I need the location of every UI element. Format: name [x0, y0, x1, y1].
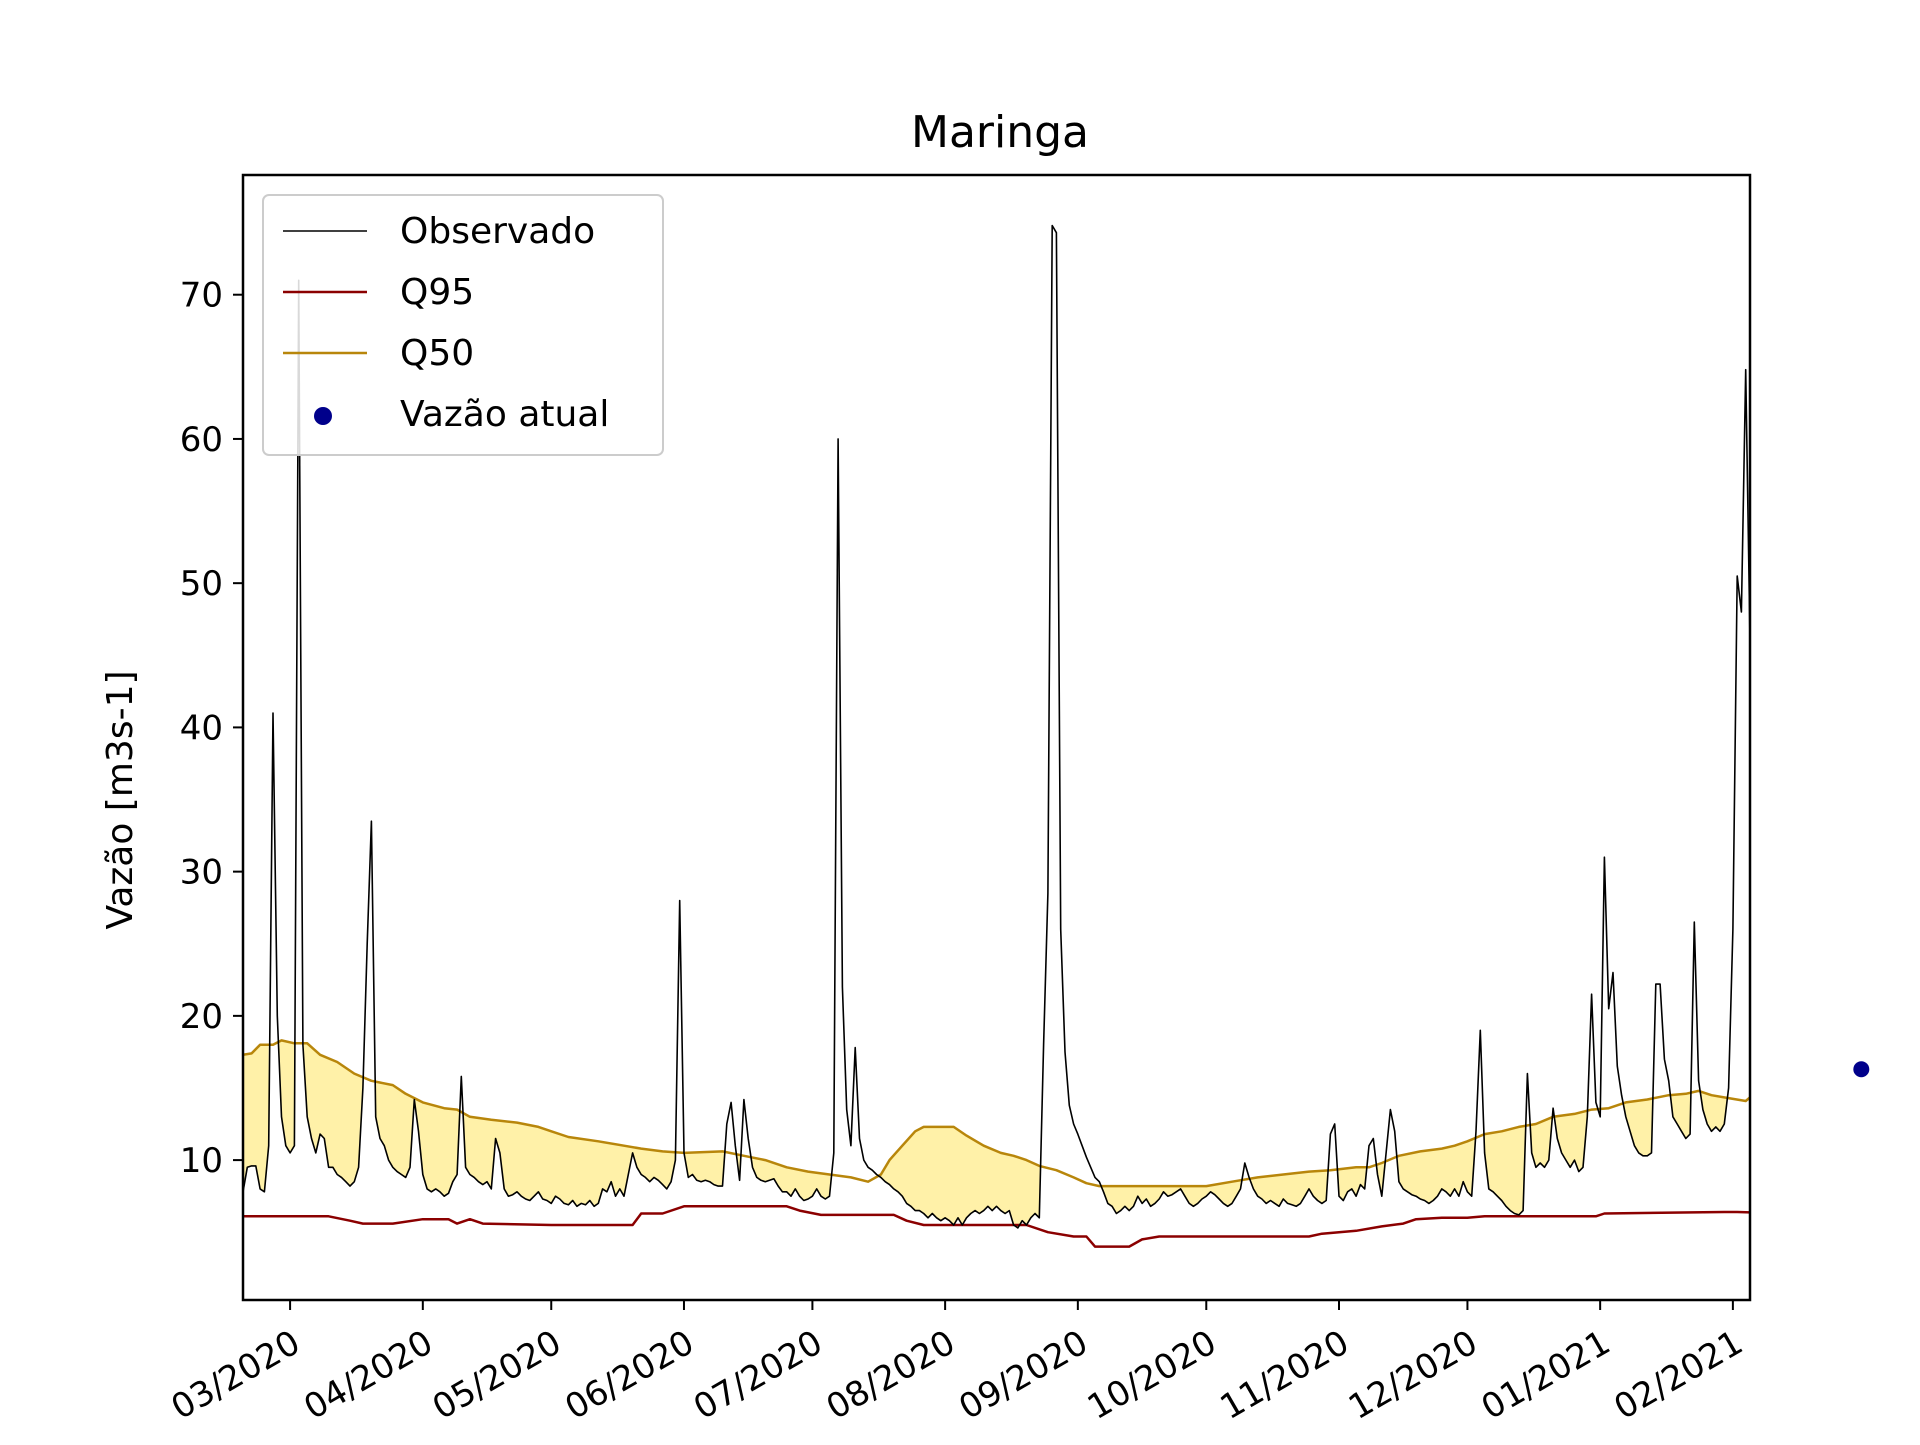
x-tick-label: 09/2020 [952, 1323, 1094, 1428]
fill-between-region [1376, 1161, 1385, 1197]
fill-between-region [279, 1040, 295, 1153]
y-axis-ticks: 10 20 30 40 50 60 70 [180, 276, 243, 1181]
x-axis-ticks: 03/202004/202005/202006/202007/202008/20… [165, 1300, 1750, 1428]
y-tick-label: 20 [180, 997, 223, 1037]
legend-label: Q50 [400, 333, 474, 374]
y-tick-label: 40 [180, 708, 223, 748]
fill-between-region [463, 1113, 676, 1207]
x-tick-label: 12/2020 [1342, 1323, 1484, 1428]
x-tick-label: 08/2020 [820, 1323, 962, 1428]
legend-box [262, 194, 664, 456]
series-line-q50 [243, 1039, 1750, 1188]
fill-between-region [878, 1126, 1041, 1228]
fill-between-region [1555, 1110, 1588, 1172]
x-tick-label: 01/2021 [1475, 1323, 1617, 1428]
chart-title: Maringa [911, 107, 1089, 158]
legend-label: Q95 [400, 272, 474, 313]
plot-frame [241, 173, 1752, 1302]
legend-swatch-dot [314, 407, 332, 425]
legend-label: Vazão atual [400, 394, 609, 435]
x-tick-label: 02/2021 [1607, 1323, 1749, 1428]
fill-between-region [1530, 1117, 1552, 1168]
fill-between-region [243, 1044, 269, 1192]
legend: Observado Q95 Q50 Vazão atual [262, 194, 664, 456]
x-tick-label: 06/2020 [559, 1323, 701, 1428]
current-flow-point [1853, 1061, 1870, 1078]
fill-between-region [1623, 1098, 1653, 1156]
fill-between-region [1484, 1125, 1526, 1215]
x-tick-label: 07/2020 [687, 1323, 829, 1428]
fill-between-region [1250, 1170, 1328, 1207]
y-tick-label: 30 [180, 853, 223, 893]
fill-between-region [1337, 1167, 1366, 1201]
fill-between-region [1397, 1138, 1475, 1204]
y-tick-label: 60 [180, 420, 223, 460]
x-tick-label: 11/2020 [1214, 1323, 1356, 1428]
fill-between-region [1670, 1092, 1691, 1139]
x-tick-label: 03/2020 [165, 1323, 307, 1428]
legend-label: Observado [400, 211, 595, 252]
fill-between-region [751, 1157, 831, 1201]
fill-between-region [375, 1081, 460, 1197]
x-tick-label: 04/2020 [297, 1323, 439, 1428]
fill-between-region [1835, 1053, 1854, 1088]
series-line-observado [243, 224, 1750, 1229]
y-tick-label: 10 [180, 1141, 223, 1181]
y-tick-label: 70 [180, 276, 223, 316]
series-line-q95 [243, 1205, 1750, 1248]
y-tick-label: 50 [180, 564, 223, 604]
fill-between-region [1101, 1180, 1242, 1214]
fill-between-region [302, 1043, 363, 1187]
y-axis-label: Vazão [m3s-1] [100, 670, 141, 929]
x-tick-label: 10/2020 [1081, 1323, 1223, 1428]
plot-area [243, 224, 1854, 1248]
x-tick-label: 05/2020 [426, 1323, 568, 1428]
